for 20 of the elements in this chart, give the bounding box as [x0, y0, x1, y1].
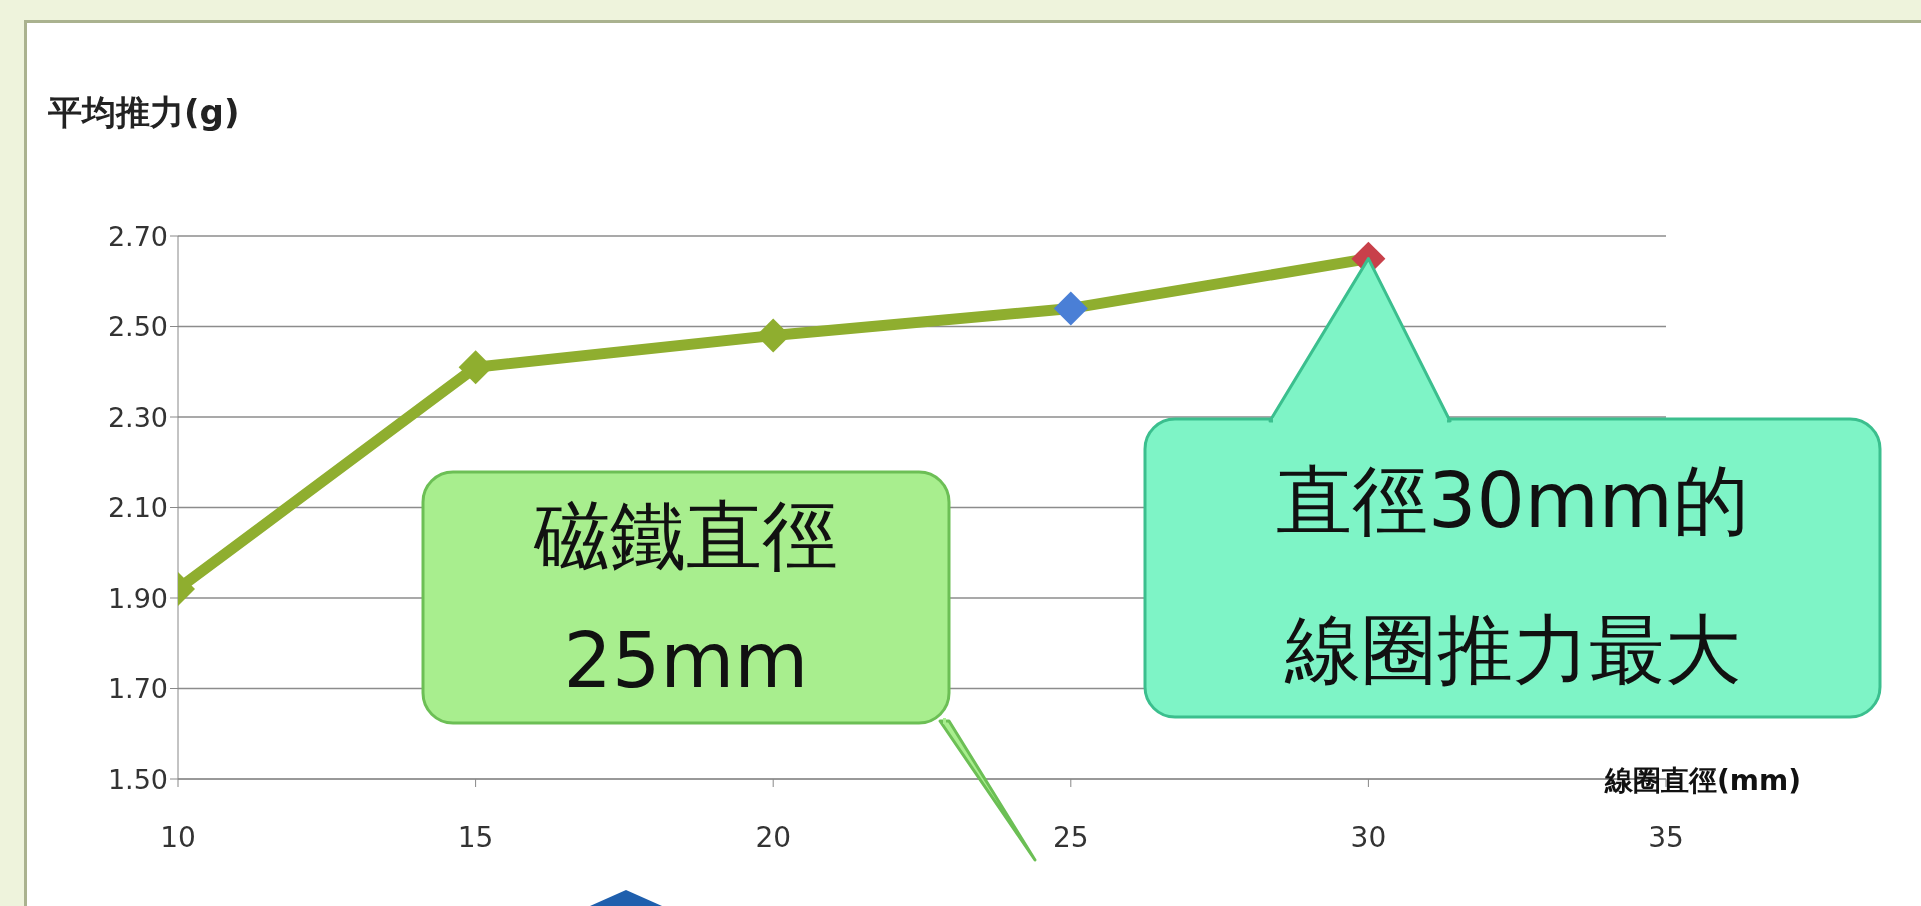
y-axis-title: 平均推力(g) [47, 92, 240, 132]
y-tick-label: 2.30 [107, 401, 168, 433]
annotation: 直徑30mm的 [1276, 456, 1749, 546]
y-tick-label: 1.70 [107, 673, 168, 705]
x-tick-label: 30 [1350, 820, 1387, 854]
annotation: 25mm [563, 616, 809, 706]
x-tick-label: 25 [1052, 820, 1089, 854]
annotation: 線圈推力最大 [1283, 605, 1741, 695]
x-tick-label: 20 [755, 820, 792, 854]
point [1053, 291, 1088, 326]
y-tick-label: 2.70 [107, 220, 168, 252]
y-tick-label: 2.50 [107, 311, 168, 343]
annotation: 磁鐵直徑 [533, 490, 838, 580]
x-axis-title: 線圈直徑(mm) [1604, 764, 1801, 797]
x-tick-label: 10 [160, 820, 196, 854]
y-tick-label: 2.10 [107, 492, 168, 524]
x-tick-label: 35 [1648, 820, 1684, 854]
x-tick-label: 15 [457, 820, 494, 854]
y-tick-label: 1.90 [107, 582, 168, 614]
y-tick-label: 1.50 [107, 763, 168, 795]
